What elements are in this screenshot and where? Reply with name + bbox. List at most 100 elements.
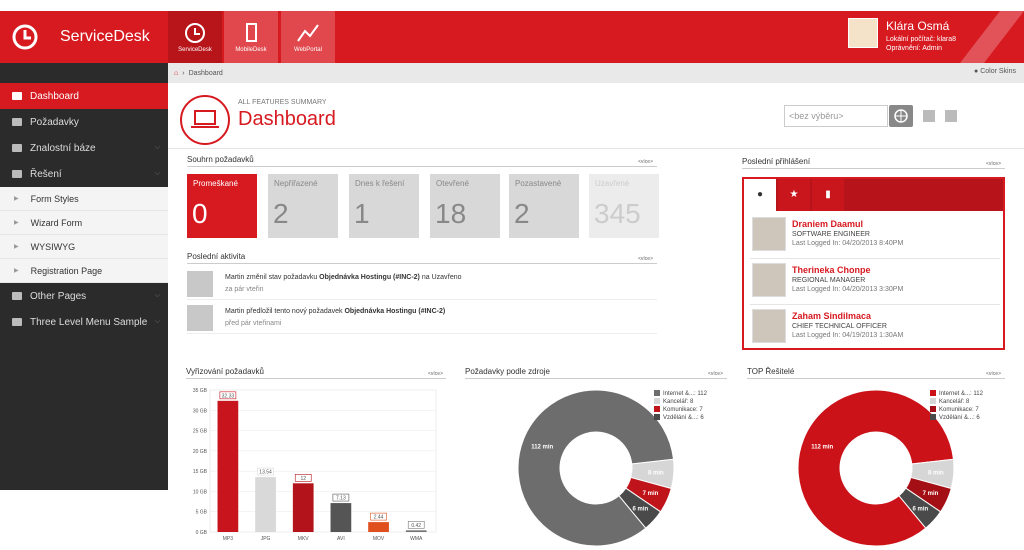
plot-area (209, 389, 437, 533)
legend-swatch (930, 390, 936, 397)
breadcrumb-current[interactable]: Dashboard (188, 69, 223, 77)
sidebar-item-dashboard[interactable]: Dashboard (0, 83, 168, 109)
list-item[interactable]: Therineka Chonpe REGIONAL MANAGER Last L… (750, 261, 1000, 305)
tab-comments[interactable]: ▮ (812, 179, 844, 211)
ticket-link[interactable]: Objednávka Hostingu (#INC-2) (344, 308, 446, 315)
slice-label: 7 min (643, 491, 659, 497)
logins-title: Poslední přihlášení (742, 157, 1005, 169)
y-tick-label: 25 GB (193, 429, 208, 435)
sidebar-subitem-wizard-form[interactable]: ▶ Wizard Form (0, 211, 168, 235)
legend-swatch (930, 398, 936, 405)
sidebar-item-znalostni-baze[interactable]: Znalostní báze ⌵ (0, 135, 168, 161)
sidebar: Dashboard Požadavky Znalostní báze ⌵ Řeše… (0, 63, 168, 490)
tile-label: Uzavřené (595, 179, 630, 188)
x-tick-label: AVI (337, 536, 345, 542)
clock-icon (185, 23, 205, 43)
more-link[interactable]: <více> (986, 161, 1002, 167)
users-icon[interactable] (945, 110, 957, 122)
more-link[interactable]: <více> (638, 159, 654, 165)
tile-value: 345 (594, 198, 641, 229)
globe-button[interactable] (889, 105, 913, 127)
pie-chart-sources: 112 min 8 min 7 min 6 min (517, 389, 675, 547)
activity-time: před pár vteřinami (225, 320, 282, 327)
sidebar-item-three-level-menu[interactable]: Three Level Menu Sample ⌵ (0, 309, 168, 335)
more-link[interactable]: <více> (708, 371, 724, 377)
tile-otevrene[interactable]: Otevřené 18 (430, 174, 500, 238)
tile-uzavrene[interactable]: Uzavřené 345 (589, 174, 659, 238)
login-user-name[interactable]: Therineka Chonpe (792, 265, 871, 275)
login-user-name[interactable]: Zaham Sindilmaca (792, 311, 872, 321)
chevron-down-icon: ⌵ (154, 170, 160, 177)
tablet-icon[interactable] (923, 110, 935, 122)
activity-pre: Martin změnil stav požadavku (225, 274, 320, 281)
module-servicedesk[interactable]: ServiceDesk (168, 11, 222, 63)
home-icon[interactable]: ⌂ (174, 69, 179, 77)
tile-value: 2 (514, 198, 530, 229)
sidebar-item-label: Řešení (30, 168, 62, 180)
data-label: 32.33 (222, 393, 235, 399)
module-webportal[interactable]: WebPortal (281, 11, 335, 63)
activity-text: Martin změnil stav požadavku Objednávka … (225, 274, 462, 281)
y-tick-label: 15 GB (193, 469, 208, 475)
ticket-link[interactable]: Objednávka Hostingu (#INC-2) (319, 274, 420, 281)
bar-chart: 0 GB 5 GB 10 GB 15 GB 20 GB 25 GB 30 GB 35 GB 32… (193, 388, 437, 542)
activity-time: za pár vteřin (225, 286, 264, 293)
sidebar-subitem-form-styles[interactable]: ▶ Form Styles (0, 187, 168, 211)
header-decoration (960, 11, 1024, 63)
y-tick-label: 5 GB (196, 510, 208, 516)
sidebar-subitem-wysiwyg[interactable]: ▶ WYSIWYG (0, 235, 168, 259)
page-subtitle: ALL FEATURES SUMMARY (238, 99, 327, 106)
data-label: 12 (300, 476, 306, 482)
data-label: 0.42 (411, 523, 421, 529)
more-link[interactable]: <více> (986, 371, 1002, 377)
list-icon (12, 144, 22, 152)
logins-panel: ● ★ ▮ Draniem Daamul SOFTWARE ENGINEER L… (742, 177, 1005, 350)
list-item[interactable]: Zaham Sindilmaca CHIEF TECHNICAL OFFICER… (750, 307, 1000, 351)
sidebar-item-pozadavky[interactable]: Požadavky (0, 109, 168, 135)
module-mobiledesk[interactable]: MobileDesk (224, 11, 278, 63)
sidebar-item-reseni[interactable]: Řešení ⌵ (0, 161, 168, 187)
top-strip (0, 0, 1024, 11)
legend-swatch (654, 398, 660, 405)
slice-label: 112 min (531, 444, 553, 450)
sidebar-subitem-registration[interactable]: ▶ Registration Page (0, 259, 168, 283)
legend-swatch (654, 406, 660, 413)
page-title: Dashboard (238, 108, 336, 130)
tab-users[interactable]: ● (744, 179, 776, 211)
avatar (752, 309, 786, 343)
tile-neprirazene[interactable]: Nepřiřazené 2 (268, 174, 338, 238)
legend-swatch (930, 414, 936, 421)
pie-slice (517, 389, 675, 547)
logins-tabs: ● ★ ▮ (744, 179, 1003, 211)
bar (217, 400, 239, 532)
legend-label: Komunikace: 7 (663, 407, 703, 413)
login-user-name[interactable]: Draniem Daamul (792, 219, 864, 229)
chevron-right-icon: ▶ (14, 268, 19, 274)
tile-pozastavene[interactable]: Pozastavené 2 (509, 174, 579, 238)
tile-dnes-k-reseni[interactable]: Dnes k řešení 1 (349, 174, 419, 238)
tile-promeskane[interactable]: Promeškané 0 (187, 174, 257, 238)
slice-label: 8 min (648, 471, 664, 477)
more-link[interactable]: <více> (428, 371, 444, 377)
tile-label: Promeškané (193, 179, 238, 188)
sidebar-subitem-label: Registration Page (30, 265, 103, 276)
summary-title: Souhrn požadavků (187, 155, 657, 167)
pie-slice (898, 487, 942, 529)
book-icon (12, 292, 22, 300)
color-skins-button[interactable]: ● Color Skins (974, 68, 1016, 75)
login-user-role: SOFTWARE ENGINEER (792, 231, 870, 238)
more-link[interactable]: <více> (638, 256, 654, 262)
module-label: WebPortal (294, 47, 322, 53)
mobile-icon (246, 23, 257, 42)
x-tick-label: WMA (410, 536, 423, 542)
user-role: Oprávnění: Admin (886, 45, 943, 52)
chevron-down-icon: ⌵ (154, 318, 160, 325)
tab-favorites[interactable]: ★ (778, 179, 810, 211)
data-label: 13.54 (259, 470, 272, 476)
sidebar-item-other-pages[interactable]: Other Pages ⌵ (0, 283, 168, 309)
filter-select[interactable]: <bez výběru> (784, 105, 888, 127)
app-logo[interactable]: ServiceDesk (0, 11, 168, 63)
slice-label: 7 min (923, 491, 939, 497)
login-user-date: Last Logged In: 04/20/2013 8:40PM (792, 240, 904, 247)
list-item[interactable]: Draniem Daamul SOFTWARE ENGINEER Last Lo… (750, 215, 1000, 259)
